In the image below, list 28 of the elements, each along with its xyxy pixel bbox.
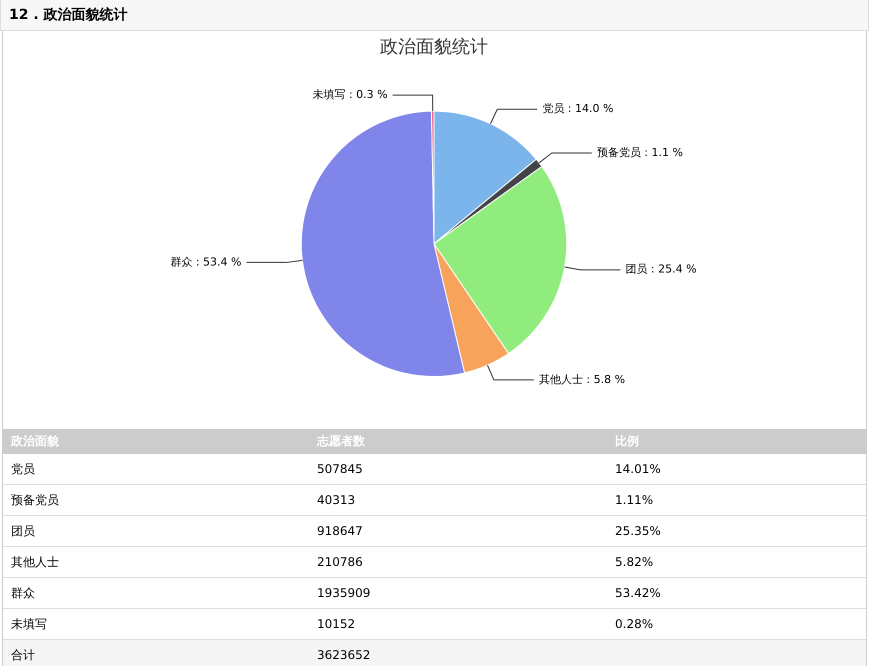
slice-label: 群众 : 53.4 %	[170, 255, 242, 268]
chart-title: 12 . 政治面貌统计	[0, 0, 869, 31]
slice-label: 未填写 : 0.3 %	[312, 88, 388, 101]
slice-label: 团员 : 25.4 %	[625, 262, 697, 276]
slice-label: 党员 : 14.0 %	[542, 102, 614, 116]
text: 3623652	[309, 640, 607, 666]
category-label: 其他人士	[3, 546, 309, 578]
data-label: 507845	[309, 454, 607, 484]
data-label: 10152	[309, 608, 607, 640]
slice-label: 其他人士 : 5.8 %	[538, 372, 626, 386]
data-label: 1935909	[309, 578, 607, 608]
category-label: 党员	[3, 454, 309, 484]
chart-subtitle: 政治面貌统计	[380, 36, 488, 58]
data-label: 40313	[309, 484, 607, 516]
text: 1.11%	[607, 484, 866, 516]
data-label: 918647	[309, 516, 607, 546]
text: 5.82%	[607, 546, 866, 578]
text: 0.28%	[607, 608, 866, 640]
category-label: 团员	[3, 516, 309, 546]
category-label: 预备党员	[3, 484, 309, 516]
text: 53.42%	[607, 578, 866, 608]
data-label: 210786	[309, 546, 607, 578]
category-label: 群众	[3, 578, 309, 608]
category-label: 未填写	[3, 608, 309, 640]
text: 14.01%	[607, 454, 866, 484]
text: 25.35%	[607, 516, 866, 546]
text: 合计	[3, 640, 309, 666]
slice-label: 预备党员 : 1.1 %	[596, 146, 683, 159]
